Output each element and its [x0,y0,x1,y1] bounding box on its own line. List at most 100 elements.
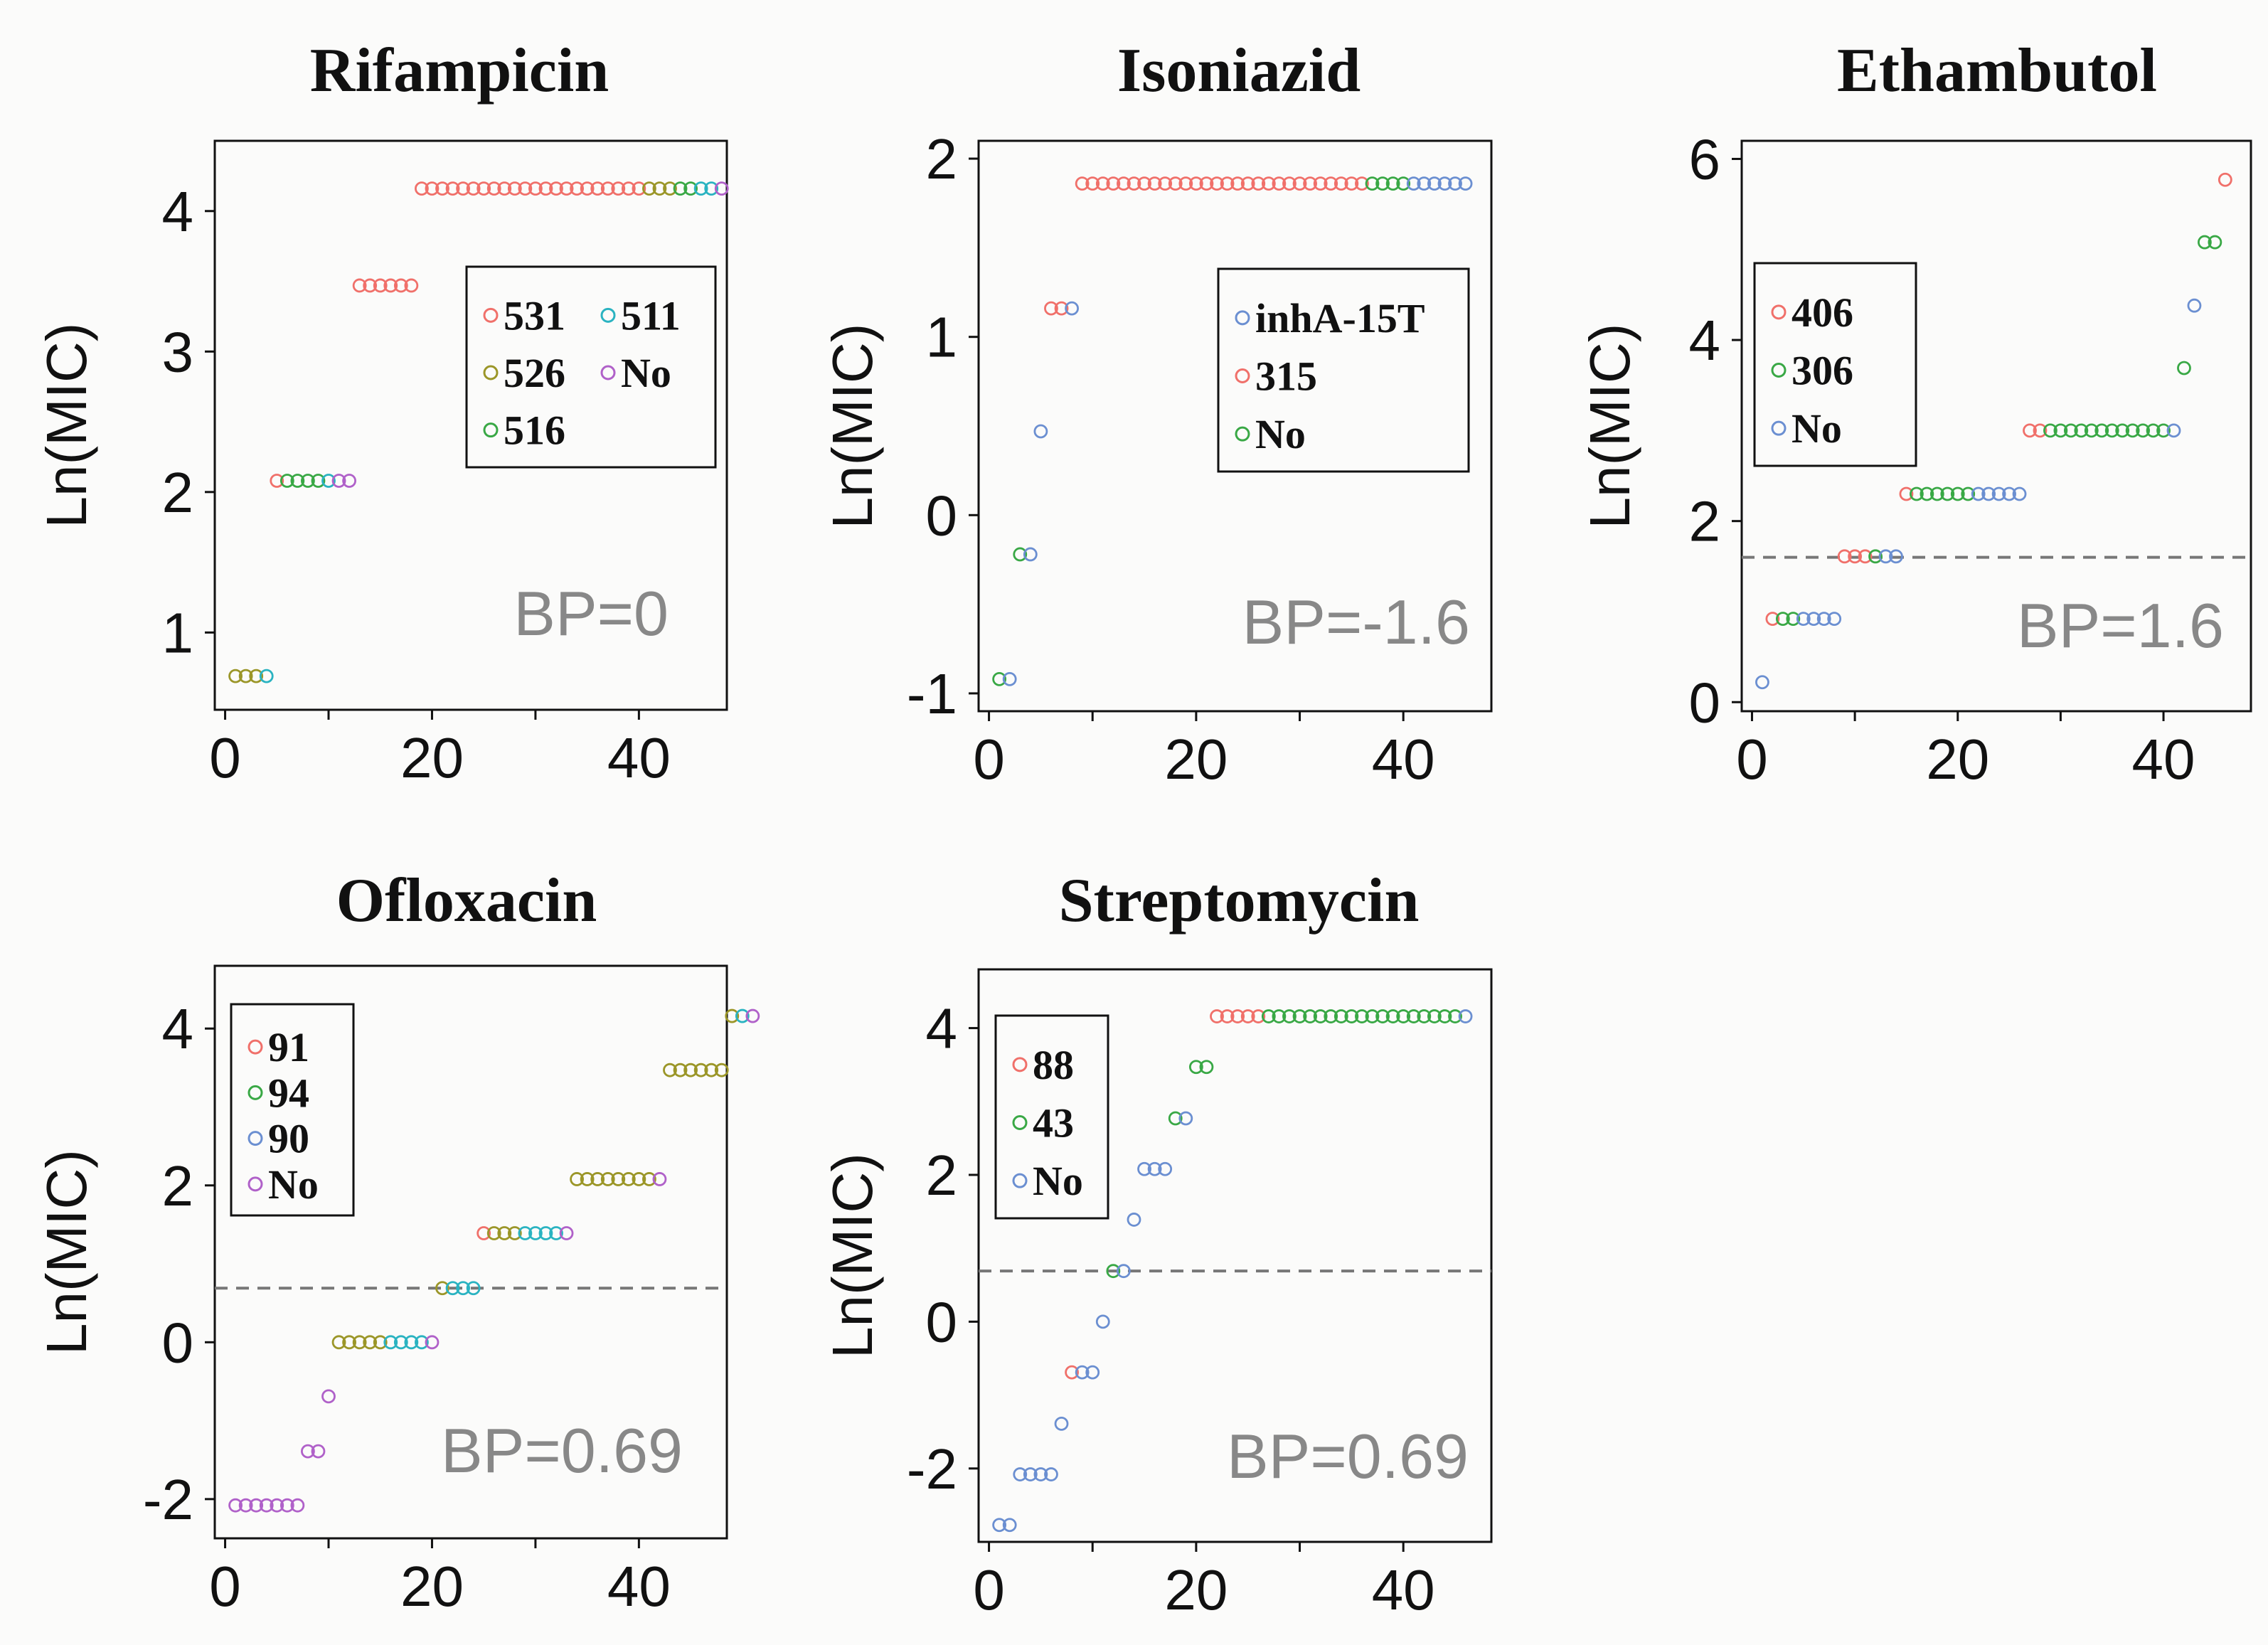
rifampicin-ytick-label: 2 [162,461,194,524]
rifampicin-xtick-label: 0 [209,726,241,789]
rifampicin-data-point [228,669,243,683]
ofloxacin-data-point [507,1226,522,1240]
ethambutol-data-point [1899,486,1914,501]
isoniazid-data-point [1085,176,1100,191]
ethambutol-data-point [1961,486,1976,501]
streptomycin-data-point [1417,1009,1432,1023]
ofloxacin-data-point [538,1226,553,1240]
ethambutol-data-point [2074,423,2089,438]
rifampicin-data-point [538,181,553,196]
ofloxacin-data-point [600,1172,615,1186]
ethambutol-data-point [2012,486,2027,501]
ethambutol-legend: 406 306 No [1753,262,1917,467]
streptomycin-ytick-label: 0 [926,1290,958,1353]
rifampicin-data-point [507,181,522,196]
ofloxacin-data-point [393,1335,408,1350]
ethambutol-legend-marker [1771,363,1787,378]
streptomycin-ytick-label: -2 [907,1437,957,1501]
ofloxacin-legend-marker [247,1085,263,1100]
streptomycin-bp-label: BP=0.69 [1227,1421,1469,1491]
ofloxacin-data-point [404,1335,419,1350]
ofloxacin-data-point [425,1335,440,1350]
ofloxacin-data-point [590,1172,605,1186]
isoniazid-data-point [1272,176,1287,191]
ethambutol-data-point [1971,486,1986,501]
ethambutol-ytick-label: 4 [1689,309,1721,372]
ofloxacin-legend-marker [247,1176,263,1192]
isoniazid-legend-marker [1235,310,1250,326]
ofloxacin-data-point [279,1498,294,1513]
ofloxacin-data-point [621,1172,636,1186]
streptomycin-data-point [1033,1467,1048,1481]
streptomycin-data-point [1406,1009,1421,1023]
ofloxacin-data-point [270,1498,284,1513]
streptomycin-xtick-label: 0 [973,1558,1005,1622]
isoniazid-data-point [1023,547,1038,562]
ofloxacin-panel: Ofloxacin Ln(MIC) 0 20 40 -2 0 2 4 BP=0.69 919490N… [35,866,760,1618]
ethambutol-data-point [1858,549,1873,564]
ofloxacin-data-point [704,1063,719,1077]
ethambutol-legend-marker [1771,304,1787,320]
rifampicin-data-point [301,474,315,488]
streptomycin-xtick-label: 20 [1164,1558,1228,1622]
ethambutol-data-point [2002,486,2016,501]
isoniazid-data-point [1117,176,1131,191]
streptomycin-data-point [1106,1264,1121,1279]
ofloxacin-ytick-label: -2 [143,1468,193,1531]
ethambutol-xtick-label: 0 [1736,728,1768,791]
streptomycin-data-point [1168,1111,1183,1126]
rifampicin-data-point [714,181,729,196]
rifampicin-data-point [352,278,367,293]
streptomycin-legend: 88 43 No [994,1014,1109,1220]
ethambutol-data-point [2063,423,2078,438]
isoniazid-data-point [1106,176,1121,191]
ofloxacin-legend-label: 90 [268,1116,309,1162]
isoniazid-data-point [1261,176,1276,191]
rifampicin-legend-marker [483,422,499,438]
ofloxacin-data-point [497,1226,512,1240]
streptomycin-data-point [1396,1009,1411,1023]
rifampicin-data-point [621,181,636,196]
rifampicin-data-point [259,669,274,683]
streptomycin-legend-label: No [1033,1158,1083,1204]
ethambutol-data-point [1909,486,1924,501]
rifampicin-data-point [590,181,605,196]
isoniazid-data-point [1240,176,1255,191]
ofloxacin-data-point [290,1498,305,1513]
rifampicin-data-point [331,474,346,488]
ofloxacin-data-point [445,1281,460,1296]
ofloxacin-title: Ofloxacin [336,866,597,935]
isoniazid-panel: Isoniazid Ln(MIC) 0 20 40 -1 0 1 2 BP=-1.6 inhA-15… [821,36,1493,791]
ofloxacin-legend-marker [247,1131,263,1146]
streptomycin-legend-marker [1012,1057,1028,1072]
streptomycin-data-point [1199,1060,1214,1075]
rifampicin-data-point [580,181,595,196]
isoniazid-data-point [1355,176,1369,191]
ethambutol-data-point [1920,486,1934,501]
ethambutol-data-point [2208,235,2222,250]
ofloxacin-data-point [683,1063,698,1077]
ofloxacin-data-point [580,1172,595,1186]
ethambutol-ytick-label: 2 [1689,490,1721,553]
ethambutol-data-point [2125,423,2140,438]
ofloxacin-data-point [549,1226,563,1240]
isoniazid-data-point [992,671,1007,686]
streptomycin-data-point [1127,1213,1141,1227]
rifampicin-legend: 531 511 526 No 516 [465,265,717,469]
streptomycin-data-point [1023,1467,1038,1481]
streptomycin-data-point [1044,1467,1058,1481]
ethambutol-data-point [1755,675,1769,690]
isoniazid-data-point [1396,176,1411,191]
isoniazid-data-point [1324,176,1338,191]
ofloxacin-data-point [486,1226,501,1240]
streptomycin-data-point [1013,1467,1028,1481]
isoniazid-data-point [1065,301,1079,316]
isoniazid-data-point [1344,176,1359,191]
ethambutol-data-point [1940,486,1955,501]
streptomycin-legend-marker [1012,1173,1028,1188]
rifampicin-title: Rifampicin [310,36,609,105]
ofloxacin-xtick-label: 20 [400,1555,464,1618]
streptomycin-legend-label: 88 [1033,1042,1074,1088]
ethambutol-data-point [2187,298,2202,313]
